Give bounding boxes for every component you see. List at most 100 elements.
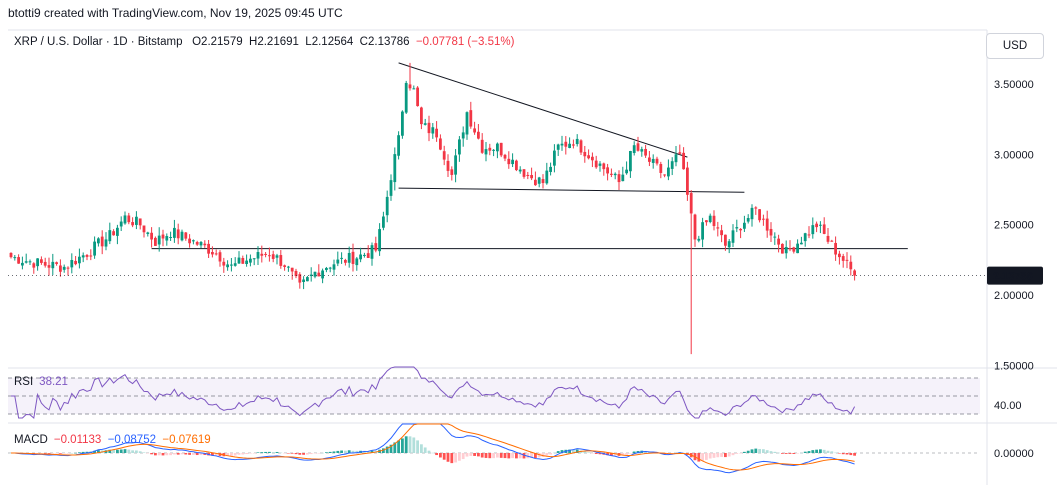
candle-body xyxy=(625,169,628,174)
candle-body xyxy=(351,251,355,264)
candle-body xyxy=(617,174,621,183)
macd-histogram-bar xyxy=(503,453,507,459)
candle-body xyxy=(256,252,260,259)
currency-button[interactable]: USD xyxy=(986,33,1044,59)
candle-body xyxy=(309,274,313,277)
candle xyxy=(13,255,17,261)
candle-body xyxy=(579,140,583,153)
candle-body xyxy=(427,122,431,134)
macd-histogram-bar xyxy=(560,450,564,453)
macd-histogram-bar xyxy=(382,448,385,453)
candle xyxy=(321,268,324,284)
candle xyxy=(302,276,305,290)
candle-body xyxy=(693,214,697,240)
macd-histogram-bar xyxy=(188,453,191,455)
candle-body xyxy=(515,160,518,171)
macd-histogram-bar xyxy=(442,453,446,460)
candle xyxy=(617,170,621,191)
rsi-line xyxy=(11,366,856,419)
candle xyxy=(693,213,697,247)
macd-histogram-bar xyxy=(328,451,332,453)
candle xyxy=(739,228,742,239)
macd-histogram-bar xyxy=(176,453,180,455)
candle xyxy=(135,211,138,230)
macd-histogram-bar xyxy=(781,453,784,454)
candle-body xyxy=(161,234,165,239)
candle xyxy=(659,161,663,179)
candle xyxy=(731,224,735,247)
candle-body xyxy=(800,242,803,245)
candle xyxy=(169,231,172,242)
candle-body xyxy=(100,236,104,247)
candle-body xyxy=(507,158,511,165)
candle-body xyxy=(344,259,347,263)
candle-body xyxy=(275,255,279,258)
candle xyxy=(279,250,283,269)
candle-body xyxy=(727,241,731,248)
macd-histogram-bar xyxy=(431,452,435,454)
candle xyxy=(374,236,378,253)
macd-histogram-bar xyxy=(287,453,290,454)
candle xyxy=(423,118,427,126)
candle xyxy=(245,254,248,267)
candle-body xyxy=(496,143,499,152)
candle xyxy=(268,247,271,262)
candle xyxy=(575,134,579,147)
candle xyxy=(271,250,275,263)
candle-body xyxy=(522,169,526,177)
candle-body xyxy=(811,225,815,235)
candle xyxy=(534,171,537,186)
macd-histogram-bar xyxy=(203,453,207,455)
candle xyxy=(165,233,169,246)
candle xyxy=(85,253,89,261)
candle xyxy=(556,143,560,156)
macd-histogram-bar xyxy=(366,451,370,453)
macd-histogram-bar xyxy=(556,451,560,453)
macd-histogram-bar xyxy=(271,452,275,453)
candle-body xyxy=(366,253,370,258)
candle xyxy=(849,255,853,276)
macd-histogram-bar xyxy=(313,453,317,454)
candle-body xyxy=(556,144,560,150)
candle xyxy=(249,254,252,267)
macd-histogram-bar xyxy=(302,453,305,455)
candle-body xyxy=(724,234,727,246)
candle xyxy=(663,174,666,178)
candle xyxy=(484,141,488,162)
candle xyxy=(667,159,670,181)
symbol-title: XRP / U.S. Dollar · 1D · Bitstamp xyxy=(14,36,183,48)
candle-body xyxy=(290,267,294,272)
candle xyxy=(222,257,226,273)
macd-histogram-bar xyxy=(211,453,214,456)
candle-body xyxy=(249,258,252,263)
macd-histogram-bar xyxy=(518,453,522,459)
candle xyxy=(146,231,150,237)
candle-body xyxy=(294,270,298,277)
candle-body xyxy=(503,154,507,159)
macd-histogram-bar xyxy=(393,442,397,453)
candle-body xyxy=(819,224,822,226)
candle xyxy=(708,213,712,224)
candle-body xyxy=(537,177,541,184)
candle xyxy=(138,218,142,230)
candle-body xyxy=(85,255,89,257)
candle-body xyxy=(233,263,237,266)
macd-histogram-bar xyxy=(138,451,142,453)
macd-histogram-bar xyxy=(461,453,465,460)
candle xyxy=(294,268,298,279)
candle-body xyxy=(408,84,412,89)
candle-body xyxy=(184,232,188,239)
candle xyxy=(769,222,773,242)
candle-body xyxy=(123,215,127,224)
attribution: btotti9 created with TradingView.com, No… xyxy=(8,6,343,20)
candle-body xyxy=(32,263,36,268)
macd-histogram-bar xyxy=(416,440,419,453)
candle xyxy=(610,168,613,178)
macd-histogram-bar xyxy=(154,453,157,456)
candle-body xyxy=(21,262,24,266)
candle xyxy=(796,239,799,254)
candle xyxy=(211,246,214,258)
candle-body xyxy=(55,262,58,264)
macd-histogram-bar xyxy=(351,450,355,453)
